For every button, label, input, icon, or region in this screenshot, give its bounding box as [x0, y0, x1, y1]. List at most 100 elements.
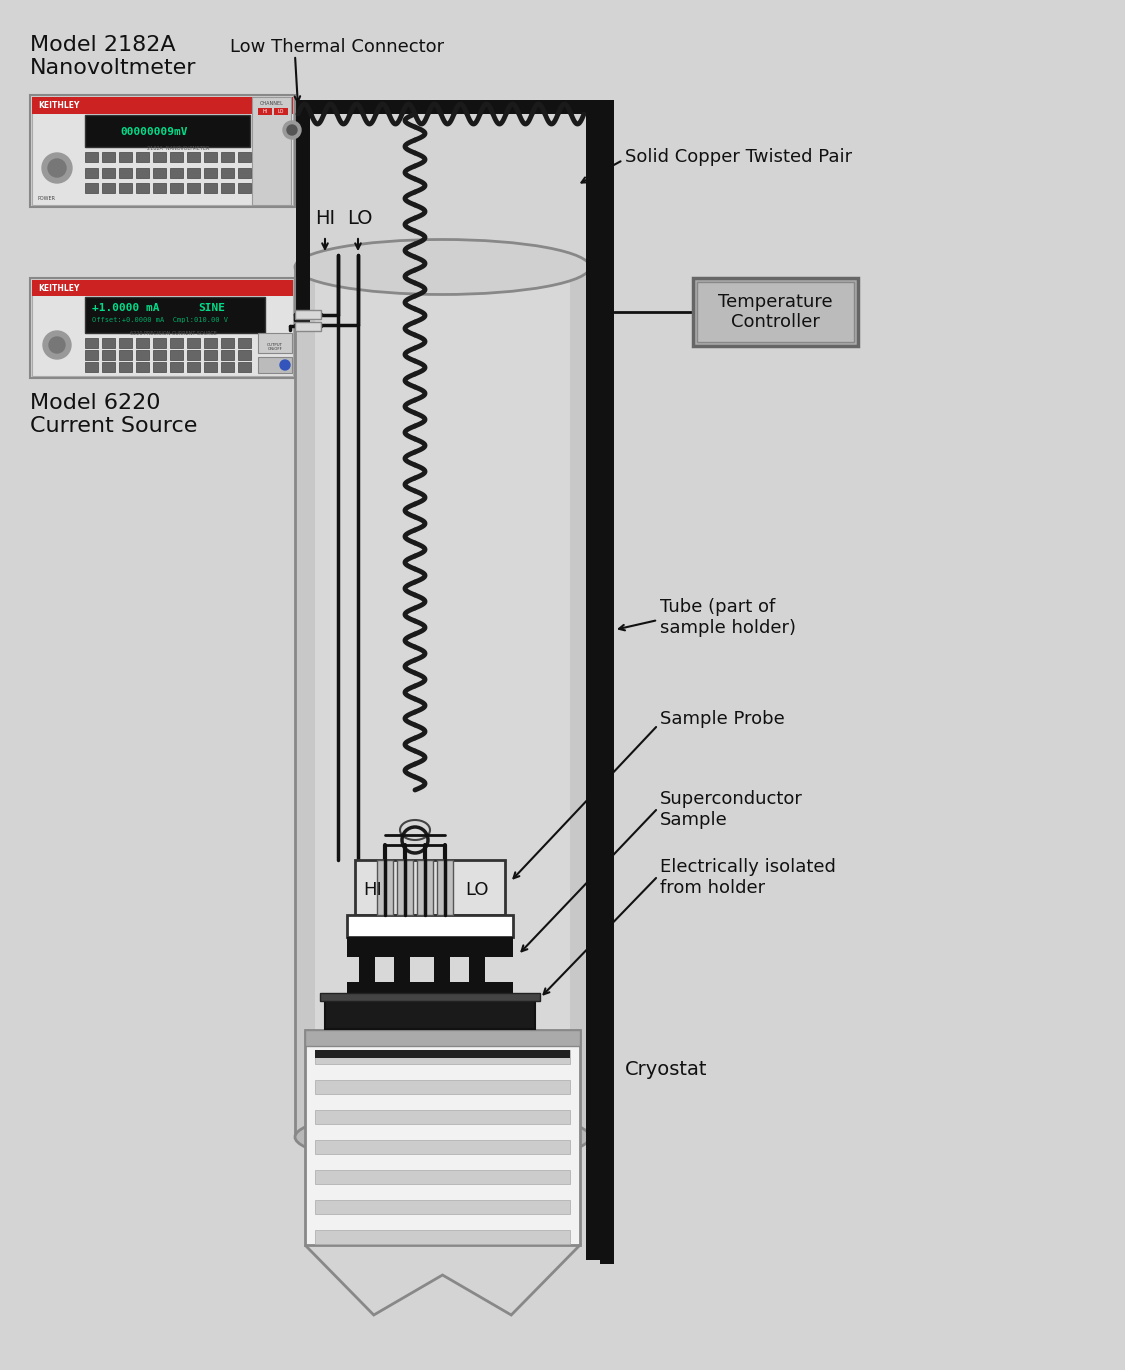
- Circle shape: [43, 332, 71, 359]
- Bar: [187, 349, 200, 360]
- Bar: [170, 169, 183, 178]
- Bar: [586, 100, 600, 1260]
- Bar: [136, 349, 148, 360]
- Circle shape: [48, 159, 66, 177]
- Bar: [187, 362, 200, 373]
- Bar: [693, 278, 858, 347]
- Bar: [305, 1030, 580, 1245]
- Bar: [136, 169, 148, 178]
- Text: Offset:+0.0000 mA  Cmpl:010.00 V: Offset:+0.0000 mA Cmpl:010.00 V: [92, 316, 228, 323]
- Circle shape: [50, 337, 65, 353]
- Bar: [356, 860, 505, 915]
- Bar: [220, 152, 234, 162]
- Bar: [102, 169, 115, 178]
- Text: Cryostat: Cryostat: [626, 1060, 708, 1080]
- Bar: [315, 1170, 570, 1184]
- Bar: [119, 349, 132, 360]
- Bar: [170, 349, 183, 360]
- Bar: [315, 1110, 570, 1123]
- Bar: [119, 338, 132, 348]
- Bar: [417, 860, 433, 915]
- Bar: [238, 349, 251, 360]
- Bar: [220, 338, 234, 348]
- Bar: [204, 349, 217, 360]
- Text: 00000009mV: 00000009mV: [120, 127, 188, 137]
- Bar: [252, 97, 291, 206]
- Bar: [204, 362, 217, 373]
- Bar: [238, 338, 251, 348]
- Bar: [102, 338, 115, 348]
- Circle shape: [287, 125, 297, 136]
- Circle shape: [42, 153, 72, 184]
- Bar: [204, 184, 217, 193]
- Bar: [153, 362, 166, 373]
- Bar: [315, 1200, 570, 1214]
- Bar: [153, 169, 166, 178]
- Bar: [238, 152, 251, 162]
- Text: POWER: POWER: [38, 196, 56, 200]
- Bar: [346, 915, 513, 937]
- Bar: [394, 937, 410, 997]
- Text: Low Thermal Connector: Low Thermal Connector: [229, 38, 444, 56]
- Bar: [315, 1230, 570, 1244]
- Text: HI: HI: [262, 110, 268, 114]
- Bar: [397, 860, 413, 915]
- Bar: [136, 338, 148, 348]
- Bar: [258, 108, 272, 115]
- Bar: [32, 279, 292, 375]
- Bar: [187, 338, 200, 348]
- Bar: [136, 152, 148, 162]
- Bar: [30, 95, 295, 207]
- Bar: [600, 114, 614, 1265]
- Text: OUTPUT
ON/OFF: OUTPUT ON/OFF: [267, 342, 284, 351]
- Bar: [119, 169, 132, 178]
- Bar: [258, 358, 292, 373]
- Bar: [153, 349, 166, 360]
- Bar: [153, 152, 166, 162]
- Bar: [698, 282, 854, 342]
- Bar: [102, 152, 115, 162]
- Bar: [119, 152, 132, 162]
- Bar: [170, 152, 183, 162]
- Bar: [315, 1080, 570, 1095]
- Bar: [296, 100, 600, 114]
- Bar: [102, 184, 115, 193]
- Bar: [102, 349, 115, 360]
- Bar: [170, 338, 183, 348]
- Bar: [238, 184, 251, 193]
- Bar: [153, 184, 166, 193]
- Bar: [86, 115, 250, 147]
- Bar: [305, 1030, 580, 1047]
- Text: Tube (part of
sample holder): Tube (part of sample holder): [660, 597, 796, 637]
- Bar: [86, 184, 98, 193]
- Bar: [136, 362, 148, 373]
- Bar: [315, 267, 570, 1117]
- Text: HI: HI: [315, 210, 335, 227]
- Bar: [204, 169, 217, 178]
- Bar: [220, 184, 234, 193]
- Bar: [377, 860, 393, 915]
- Bar: [296, 100, 310, 325]
- Text: CHANNEL: CHANNEL: [260, 100, 284, 105]
- Bar: [30, 278, 295, 378]
- Text: KEITHLEY: KEITHLEY: [38, 284, 80, 293]
- Bar: [274, 108, 288, 115]
- Bar: [86, 349, 98, 360]
- Bar: [220, 169, 234, 178]
- Bar: [295, 267, 590, 1137]
- Bar: [600, 100, 614, 114]
- Bar: [295, 322, 321, 332]
- Bar: [187, 152, 200, 162]
- Bar: [469, 937, 485, 997]
- Text: LO: LO: [278, 110, 285, 114]
- Ellipse shape: [295, 240, 590, 295]
- Bar: [119, 362, 132, 373]
- Text: 2182A  NANOVOLTMETER: 2182A NANOVOLTMETER: [146, 145, 209, 151]
- Bar: [32, 97, 292, 206]
- Bar: [170, 184, 183, 193]
- Bar: [325, 997, 536, 1029]
- Bar: [346, 937, 513, 958]
- Bar: [86, 152, 98, 162]
- Bar: [187, 169, 200, 178]
- Bar: [153, 338, 166, 348]
